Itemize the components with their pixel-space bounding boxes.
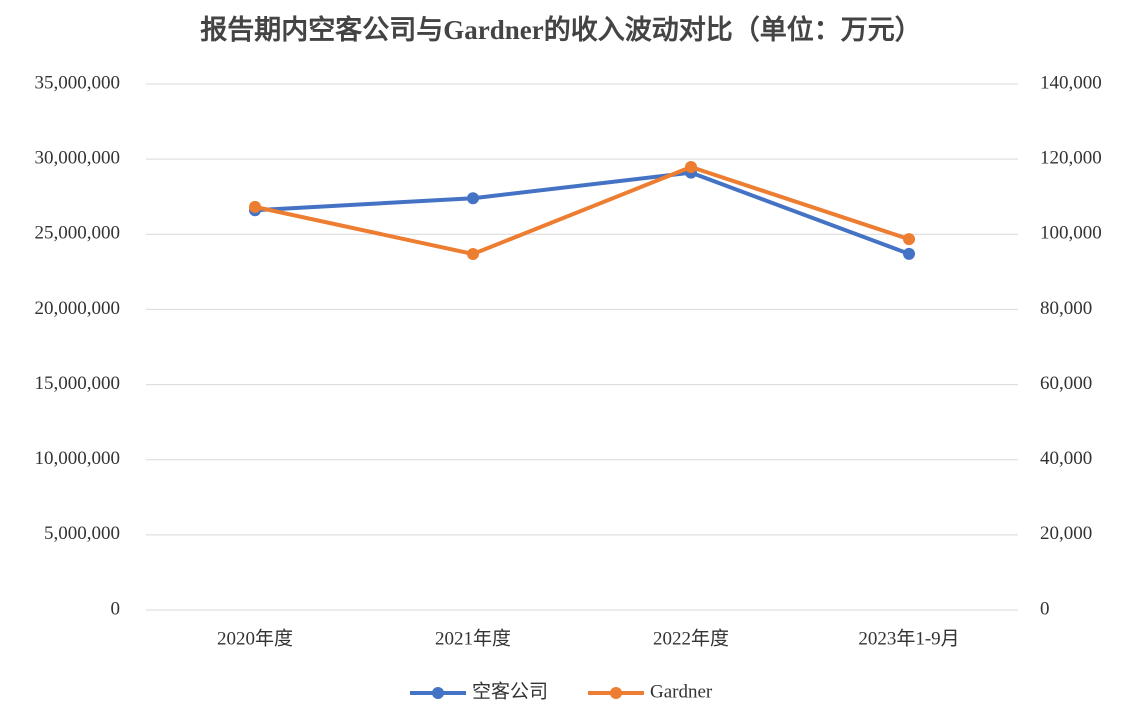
y2-tick-label: 60,000 <box>1040 373 1092 394</box>
legend-marker <box>432 687 444 699</box>
y-tick-label: 5,000,000 <box>44 523 120 544</box>
x-tick-label: 2022年度 <box>653 627 729 649</box>
y-tick-label: 10,000,000 <box>35 448 121 469</box>
legend-label: Gardner <box>650 681 713 702</box>
marker <box>467 248 479 261</box>
y-tick-label: 15,000,000 <box>35 373 121 394</box>
x-tick-label: 2020年度 <box>217 627 293 649</box>
chart-title: 报告期内空客公司与Gardner的收入波动对比（单位：万元） <box>200 14 921 45</box>
y-tick-label: 35,000,000 <box>35 72 121 93</box>
y2-tick-label: 120,000 <box>1040 148 1102 169</box>
line <box>254 165 910 257</box>
marker <box>903 233 915 246</box>
line <box>254 170 910 256</box>
y2-tick-label: 140,000 <box>1040 72 1102 93</box>
marker <box>467 192 479 205</box>
marker <box>249 200 261 213</box>
y2-tick-label: 20,000 <box>1040 523 1092 544</box>
y2-tick-label: 100,000 <box>1040 223 1102 244</box>
y2-tick-label: 40,000 <box>1040 448 1092 469</box>
marker <box>685 161 697 174</box>
y-tick-label: 20,000,000 <box>35 298 121 319</box>
y-tick-label: 0 <box>111 598 121 619</box>
y-tick-label: 25,000,000 <box>35 223 121 244</box>
marker <box>903 247 915 260</box>
x-tick-label: 2021年度 <box>435 627 511 649</box>
x-tick-label: 2023年1-9月 <box>858 627 959 649</box>
y2-tick-label: 0 <box>1040 598 1050 619</box>
y2-tick-label: 80,000 <box>1040 298 1092 319</box>
y-tick-label: 30,000,000 <box>35 148 121 169</box>
legend-label: 空客公司 <box>472 680 548 702</box>
legend-marker <box>610 687 622 699</box>
